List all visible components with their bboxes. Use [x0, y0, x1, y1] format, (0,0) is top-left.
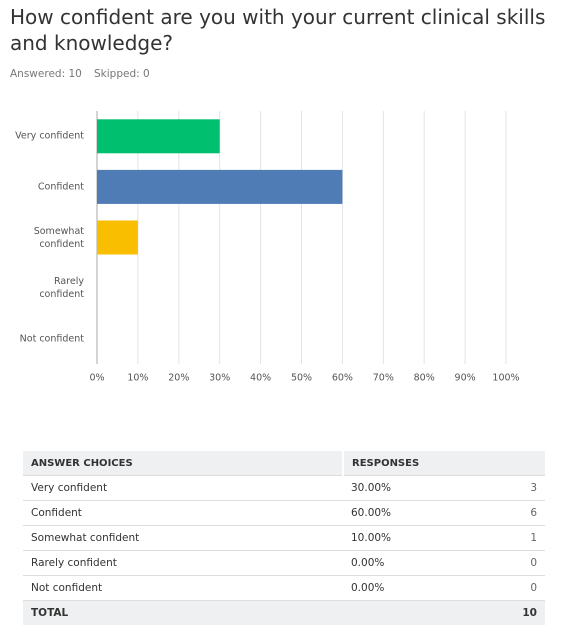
table-row: Not confident 0.00% 0	[23, 575, 545, 601]
response-percent: 60.00%	[343, 500, 489, 526]
x-tick-label: 50%	[291, 373, 312, 384]
total-row: TOTAL 10	[23, 600, 545, 625]
y-tick-label: Not confident	[19, 333, 84, 345]
table-row: Rarely confident 0.00% 0	[23, 550, 545, 576]
response-table: ANSWER CHOICES RESPONSES Very confident 3…	[23, 451, 545, 625]
y-tick-label: Rarely confident	[39, 276, 84, 301]
answer-choice: Not confident	[23, 575, 343, 601]
x-tick-label: 30%	[209, 373, 230, 384]
x-tick-label: 40%	[250, 373, 271, 384]
response-count: 3	[489, 475, 545, 501]
question-title: How confident are you with your current …	[10, 5, 546, 55]
x-tick-label: 90%	[455, 373, 476, 384]
response-percent: 30.00%	[343, 475, 489, 501]
y-tick-label: Very confident	[15, 130, 84, 142]
x-tick-label: 0%	[89, 373, 104, 384]
x-tick-label: 20%	[168, 373, 189, 384]
answer-choice: Confident	[23, 500, 343, 526]
answer-choice: Very confident	[23, 475, 343, 501]
answer-choice: Somewhat confident	[23, 525, 343, 551]
response-count: 0	[489, 550, 545, 576]
table-row: Somewhat confident 10.00% 1	[23, 525, 545, 551]
header-cell: ANSWER CHOICES	[23, 451, 344, 476]
response-count: 6	[489, 500, 545, 526]
response-percent: 10.00%	[343, 525, 489, 551]
total-count: 10	[489, 600, 545, 625]
x-tick-label: 80%	[414, 373, 435, 384]
bar	[97, 119, 220, 154]
chart: 0% 10% 20% 30% 40% 50% 60% 70% 80% 90% 100%	[89, 111, 520, 384]
response-percent: 0.00%	[343, 550, 489, 576]
response-count: 1	[489, 525, 545, 551]
skipped-count: Skipped: 0	[94, 68, 150, 80]
x-tick-label: 60%	[332, 373, 353, 384]
header-cell: RESPONSES	[343, 451, 545, 476]
x-tick-label: 70%	[373, 373, 394, 384]
x-tick-label: 10%	[127, 373, 148, 384]
table-row: Very confident 30.00% 3	[23, 475, 545, 501]
bar	[97, 220, 138, 255]
answer-choice: Rarely confident	[23, 550, 343, 576]
table-header: ANSWER CHOICES RESPONSES	[23, 451, 545, 476]
y-tick-label: Somewhat confident	[33, 225, 84, 250]
y-tick-label: Confident	[37, 181, 84, 193]
bar	[97, 169, 343, 204]
table-row: Confident 60.00% 6	[23, 500, 545, 526]
answered-count: Answered: 10	[10, 68, 82, 80]
response-count: 0	[489, 575, 545, 601]
total-label: TOTAL	[23, 600, 489, 625]
x-tick-label: 100%	[492, 373, 519, 384]
response-percent: 0.00%	[343, 575, 489, 601]
